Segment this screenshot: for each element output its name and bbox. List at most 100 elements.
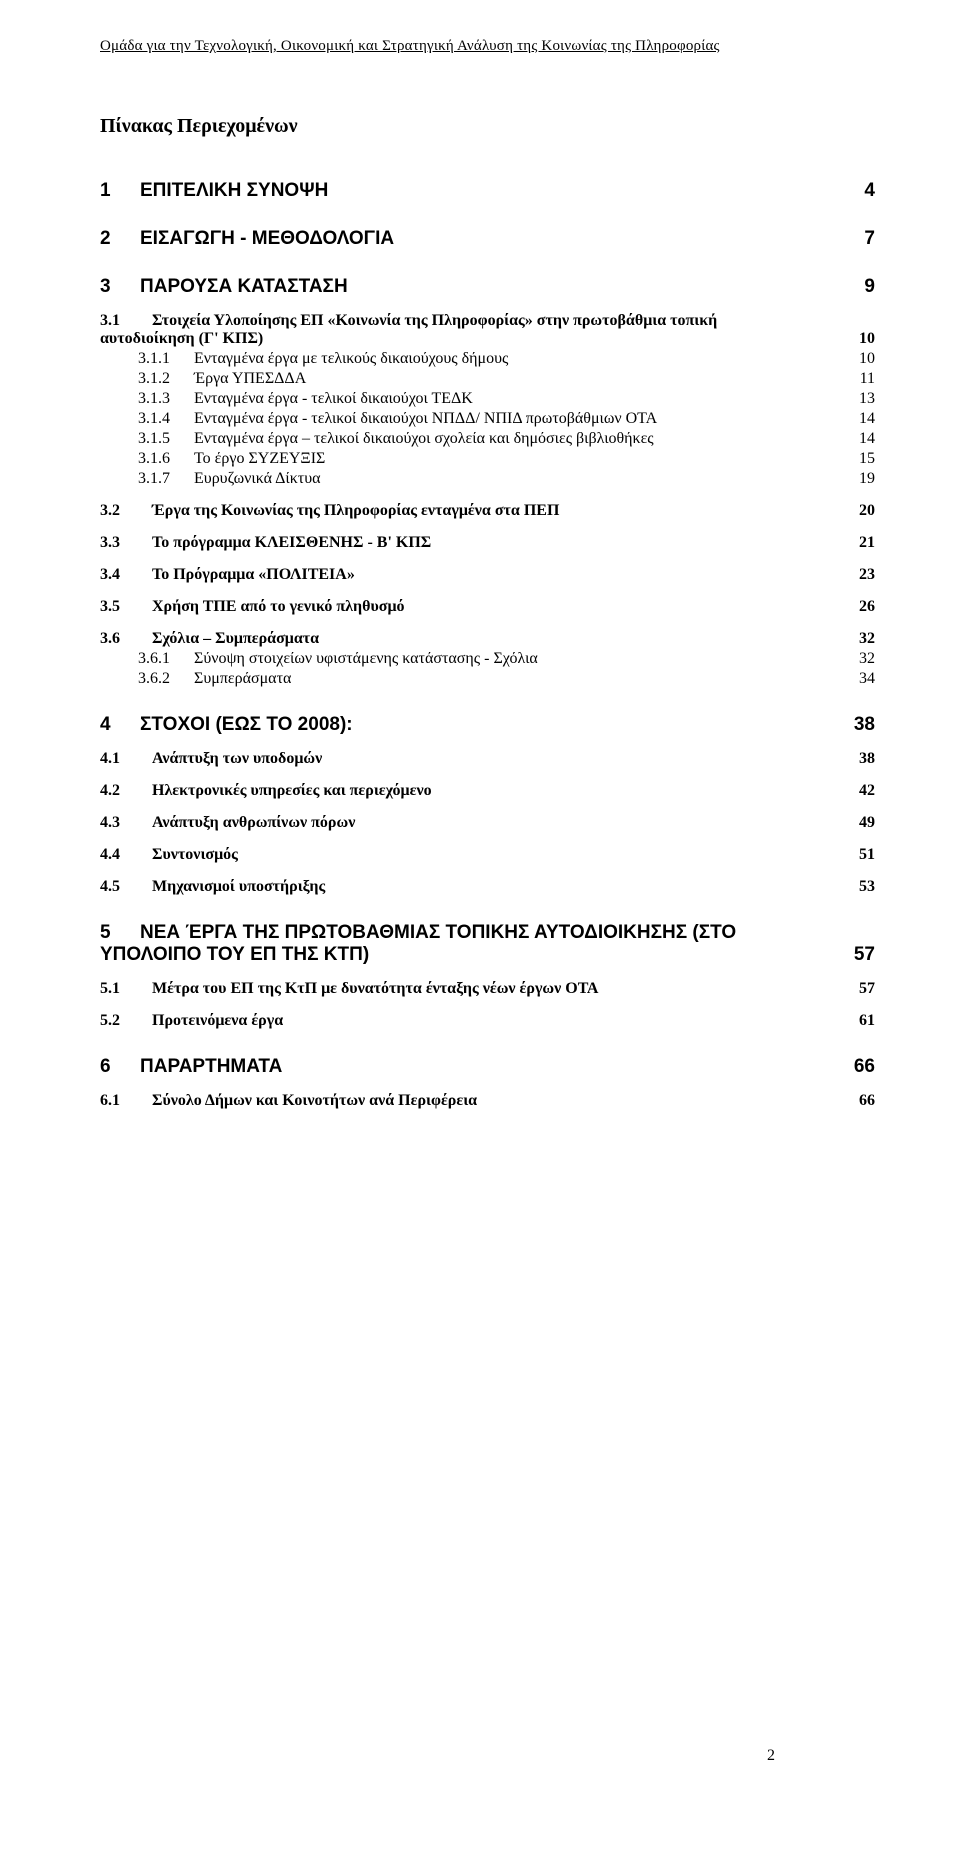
toc-page: 38 (859, 750, 875, 768)
toc-page: 32 (859, 630, 875, 648)
toc-page: 15 (859, 450, 875, 468)
toc-entry: 5.2 Προτεινόμενα έργα 61 (100, 1012, 875, 1030)
toc-label: Σύνολο Δήμων και Κοινοτήτων ανά Περιφέρε… (152, 1092, 477, 1110)
toc-number: 3.1.3 (138, 390, 194, 408)
toc-number: 3.1.6 (138, 450, 194, 468)
toc-entry: 3.4 Το Πρόγραμμα «ΠΟΛΙΤΕΙΑ» 23 (100, 566, 875, 584)
toc-number: 3.1 (100, 312, 152, 330)
toc-label: Συντονισμός (152, 846, 238, 864)
toc-entry: 3.1.1 Ενταγμένα έργα με τελικούς δικαιού… (138, 350, 875, 368)
toc-number: 5.1 (100, 980, 152, 998)
toc-page: 14 (859, 410, 875, 428)
toc-entry: 5.1 Μέτρα του ΕΠ της ΚτΠ με δυνατότητα έ… (100, 980, 875, 998)
toc-page: 19 (859, 470, 875, 488)
toc-page: 11 (860, 370, 875, 388)
toc-label: ΝΕΑ ΈΡΓΑ ΤΗΣ ΠΡΩΤΟΒΑΘΜΙΑΣ ΤΟΠΙΚΗΣ ΑΥΤΟΔΙ… (140, 922, 736, 944)
toc-entry: 3.6.1 Σύνοψη στοιχείων υφιστάμενης κατάσ… (138, 650, 875, 668)
toc-entry: 6 ΠΑΡΑΡΤΗΜΑΤΑ 66 (100, 1056, 875, 1078)
toc-label: ΠΑΡΟΥΣΑ ΚΑΤΑΣΤΑΣΗ (140, 276, 348, 298)
toc-number: 3.5 (100, 598, 152, 616)
toc-entry: 3.6.2 Συμπεράσματα 34 (138, 670, 875, 688)
toc-label: Ανάπτυξη ανθρωπίνων πόρων (152, 814, 355, 832)
toc-number: 3.6.1 (138, 650, 194, 668)
toc-label: αυτοδιοίκηση (Γ' ΚΠΣ) (100, 330, 263, 348)
toc-label: Το έργο ΣΥΖΕΥΞΙΣ (194, 450, 325, 468)
toc-label: Ηλεκτρονικές υπηρεσίες και περιεχόμενο (152, 782, 432, 800)
toc-label: ΕΠΙΤΕΛΙΚΗ ΣΥΝΟΨΗ (140, 180, 328, 202)
page-header: Ομάδα για την Τεχνολογική, Οικονομική κα… (100, 38, 875, 55)
toc-entry: 5 ΝΕΑ ΈΡΓΑ ΤΗΣ ΠΡΩΤΟΒΑΘΜΙΑΣ ΤΟΠΙΚΗΣ ΑΥΤΟ… (100, 922, 875, 966)
toc-page: 13 (859, 390, 875, 408)
toc-number: 3.1.5 (138, 430, 194, 448)
toc-label: Σχόλια – Συμπεράσματα (152, 630, 319, 648)
toc-page: 10 (859, 350, 875, 368)
toc-number: 3.3 (100, 534, 152, 552)
toc-label: Το Πρόγραμμα «ΠΟΛΙΤΕΙΑ» (152, 566, 355, 584)
toc-page: 32 (859, 650, 875, 668)
toc-number: 3.1.1 (138, 350, 194, 368)
toc-page: 66 (854, 1056, 875, 1078)
page-title: Πίνακας Περιεχομένων (100, 115, 875, 138)
toc-number: 3.6 (100, 630, 152, 648)
toc-page: 51 (859, 846, 875, 864)
toc-page: 57 (854, 944, 875, 966)
toc-label: Ενταγμένα έργα – τελικοί δικαιούχοι σχολ… (194, 430, 654, 448)
toc-page: 9 (864, 276, 875, 298)
toc-page: 20 (859, 502, 875, 520)
toc-label: Μηχανισμοί υποστήριξης (152, 878, 325, 896)
toc-label: Ενταγμένα έργα - τελικοί δικαιούχοι ΤΕΔΚ (194, 390, 473, 408)
toc-label: Το πρόγραμμα ΚΛΕΙΣΘΕΝΗΣ - Β' ΚΠΣ (152, 534, 431, 552)
toc-number: 6.1 (100, 1092, 152, 1110)
toc-number: 5.2 (100, 1012, 152, 1030)
toc-number: 3.1.7 (138, 470, 194, 488)
toc-label: Στοιχεία Υλοποίησης ΕΠ «Κοινωνία της Πλη… (152, 312, 717, 330)
toc-number: 3.4 (100, 566, 152, 584)
toc-number: 3.1.2 (138, 370, 194, 388)
toc-label: ΣΤΟΧΟΙ (ΕΩΣ ΤΟ 2008): (140, 714, 353, 736)
toc-entry: 4.5 Μηχανισμοί υποστήριξης 53 (100, 878, 875, 896)
toc-entry: 3.1.3 Ενταγμένα έργα - τελικοί δικαιούχο… (138, 390, 875, 408)
page-number: 2 (767, 1747, 775, 1765)
toc-number: 4 (100, 714, 140, 736)
toc-number: 3.6.2 (138, 670, 194, 688)
toc-entry: 3.1 Στοιχεία Υλοποίησης ΕΠ «Κοινωνία της… (100, 312, 875, 348)
toc-entry: 3.6 Σχόλια – Συμπεράσματα 32 (100, 630, 875, 648)
toc-page: 42 (859, 782, 875, 800)
toc-entry: 3.3 Το πρόγραμμα ΚΛΕΙΣΘΕΝΗΣ - Β' ΚΠΣ 21 (100, 534, 875, 552)
toc-label: ΠΑΡΑΡΤΗΜΑΤΑ (140, 1056, 282, 1078)
toc-page: 66 (859, 1092, 875, 1110)
toc-entry: 4 ΣΤΟΧΟΙ (ΕΩΣ ΤΟ 2008): 38 (100, 714, 875, 736)
toc-entry: 4.4 Συντονισμός 51 (100, 846, 875, 864)
toc-entry: 3.2 Έργα της Κοινωνίας της Πληροφορίας ε… (100, 502, 875, 520)
toc-number: 4.2 (100, 782, 152, 800)
toc-page: 23 (859, 566, 875, 584)
toc-label: Ευρυζωνικά Δίκτυα (194, 470, 321, 488)
toc-number: 6 (100, 1056, 140, 1078)
toc-label: ΥΠΟΛΟΙΠΟ ΤΟΥ ΕΠ ΤΗΣ ΚΤΠ) (100, 944, 369, 966)
toc-number: 5 (100, 922, 140, 944)
toc-label: ΕΙΣΑΓΩΓΗ - ΜΕΘΟΔΟΛΟΓΙΑ (140, 228, 394, 250)
toc-entry: 3.1.5 Ενταγμένα έργα – τελικοί δικαιούχο… (138, 430, 875, 448)
toc-label: Ενταγμένα έργα με τελικούς δικαιούχους δ… (194, 350, 508, 368)
toc-page: 38 (854, 714, 875, 736)
toc-number: 2 (100, 228, 140, 250)
toc-page: 4 (864, 180, 875, 202)
toc-entry: 3.5 Χρήση ΤΠΕ από το γενικό πληθυσμό 26 (100, 598, 875, 616)
toc-page: 34 (859, 670, 875, 688)
toc-entry: 3 ΠΑΡΟΥΣΑ ΚΑΤΑΣΤΑΣΗ 9 (100, 276, 875, 298)
toc-number: 1 (100, 180, 140, 202)
toc-number: 4.5 (100, 878, 152, 896)
toc-number: 3 (100, 276, 140, 298)
toc-number: 4.3 (100, 814, 152, 832)
toc-entry: 3.1.2 Έργα ΥΠΕΣΔΔΑ 11 (138, 370, 875, 388)
toc-entry: 4.3 Ανάπτυξη ανθρωπίνων πόρων 49 (100, 814, 875, 832)
toc-entry: 3.1.4 Ενταγμένα έργα - τελικοί δικαιούχο… (138, 410, 875, 428)
toc-entry: 4.2 Ηλεκτρονικές υπηρεσίες και περιεχόμε… (100, 782, 875, 800)
toc-label: Μέτρα του ΕΠ της ΚτΠ με δυνατότητα ένταξ… (152, 980, 598, 998)
toc-page: 26 (859, 598, 875, 616)
toc-number: 3.2 (100, 502, 152, 520)
toc-entry: 2 ΕΙΣΑΓΩΓΗ - ΜΕΘΟΔΟΛΟΓΙΑ 7 (100, 228, 875, 250)
toc-label: Σύνοψη στοιχείων υφιστάμενης κατάστασης … (194, 650, 538, 668)
toc-page: 10 (859, 330, 875, 348)
toc-number: 4.1 (100, 750, 152, 768)
